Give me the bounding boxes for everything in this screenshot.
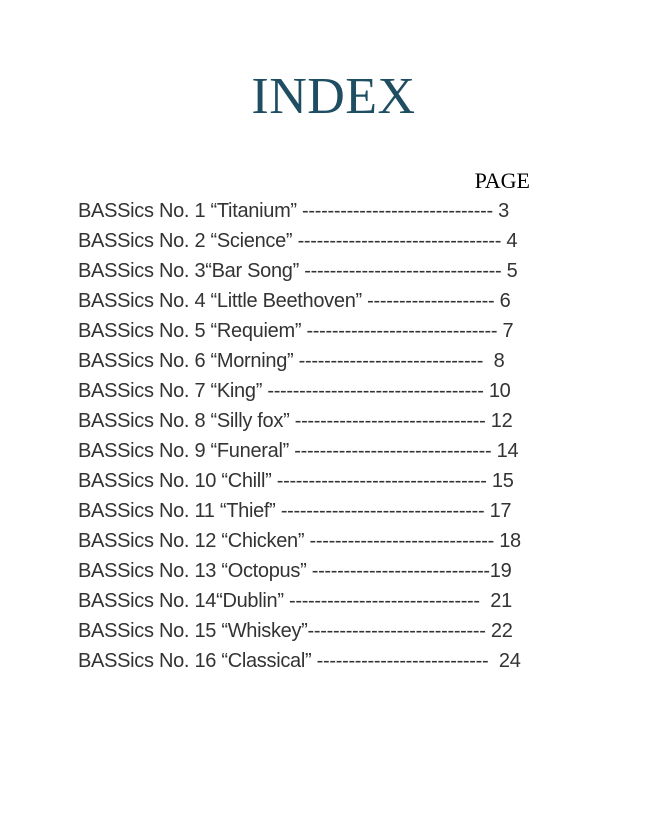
index-entry: BASSics No. 7 “King” -------------------…	[78, 376, 530, 406]
entry-page-number: 15	[486, 470, 514, 492]
page-title: INDEX	[251, 68, 416, 125]
index-entry: BASSics No. 15 “Whiskey”----------------…	[78, 616, 530, 646]
entry-page-number: 22	[485, 620, 513, 642]
index-table: PAGE BASSics No. 1 “Titanium” ----------…	[78, 166, 530, 676]
entry-title: BASSics No. 16 “Classical”	[78, 650, 317, 672]
entry-page-number: 18	[493, 530, 521, 552]
dash-leader: --------------------------------	[297, 230, 502, 252]
dash-leader: -------------------------------	[304, 260, 502, 282]
entry-page-number: 8	[483, 350, 505, 372]
entry-title: BASSics No. 4 “Little Beethoven”	[78, 290, 368, 312]
entry-page-number: 5	[501, 260, 518, 282]
dash-leader: --------------------	[367, 290, 495, 312]
entry-page-number: 4	[501, 230, 518, 252]
entry-title: BASSics No. 14“Dublin”	[78, 590, 289, 612]
entry-title: BASSics No. 10 “Chill”	[78, 470, 277, 492]
entry-page-number: 3	[492, 200, 509, 222]
dash-leader: ------------------------------	[288, 590, 480, 612]
entry-page-number: 6	[494, 290, 511, 312]
dash-leader: -------------------------------	[294, 440, 492, 462]
entry-page-number: 17	[484, 500, 512, 522]
entry-title: BASSics No. 13 “Octopus”	[78, 560, 312, 582]
entry-page-number: 19	[489, 560, 512, 582]
entry-title: BASSics No. 12 “Chicken”	[78, 530, 310, 552]
entry-title: BASSics No. 2 “Science”	[78, 230, 298, 252]
entry-page-number: 12	[485, 410, 513, 432]
dash-leader: --------------------------------	[280, 500, 485, 522]
index-entry: BASSics No. 12 “Chicken” ---------------…	[78, 526, 530, 556]
dash-leader: ---------------------------	[316, 650, 489, 672]
index-entry: BASSics No. 1 “Titanium” ---------------…	[78, 196, 530, 226]
entry-page-number: 21	[479, 590, 512, 612]
entry-title: BASSics No. 8 “Silly fox”	[78, 410, 295, 432]
dash-leader: ----------------------------	[307, 620, 486, 642]
entry-title: BASSics No. 6 “Morning”	[78, 350, 299, 372]
dash-leader: ------------------------------	[302, 200, 493, 222]
entry-title: BASSics No. 15 “Whiskey”	[78, 620, 308, 642]
entry-page-number: 14	[491, 440, 519, 462]
entry-page-number: 7	[497, 320, 514, 342]
dash-leader: ----------------------------------	[267, 380, 484, 402]
index-entry: BASSics No. 9 “Funeral” ----------------…	[78, 436, 530, 466]
dash-leader: ---------------------------------	[276, 470, 487, 492]
index-entry: BASSics No. 14“Dublin” -----------------…	[78, 586, 530, 616]
index-entry: BASSics No. 8 “Silly fox” --------------…	[78, 406, 530, 436]
index-entry: BASSics No. 4 “Little Beethoven” -------…	[78, 286, 530, 316]
entry-title: BASSics No. 1 “Titanium”	[78, 200, 303, 222]
index-entry: BASSics No. 11 “Thief” -----------------…	[78, 496, 530, 526]
entry-title: BASSics No. 5 “Requiem”	[78, 320, 307, 342]
entry-title: BASSics No. 3“Bar Song”	[78, 260, 305, 282]
index-entry: BASSics No. 16 “Classical” -------------…	[78, 646, 530, 676]
entry-title: BASSics No. 11 “Thief”	[78, 500, 281, 522]
dash-leader: ------------------------------	[306, 320, 498, 342]
index-entry: BASSics No. 3“Bar Song” ----------------…	[78, 256, 530, 286]
index-entry: BASSics No. 2 “Science” ----------------…	[78, 226, 530, 256]
dash-leader: -----------------------------	[298, 350, 484, 372]
entry-page-number: 10	[483, 380, 511, 402]
entry-page-number: 24	[488, 650, 521, 672]
index-entry: BASSics No. 6 “Morning” ----------------…	[78, 346, 530, 376]
dash-leader: -----------------------------	[309, 530, 494, 552]
entry-title: BASSics No. 9 “Funeral”	[78, 440, 295, 462]
index-entry: BASSics No. 13 “Octopus” ---------------…	[78, 556, 530, 586]
index-entry: BASSics No. 5 “Requiem” ----------------…	[78, 316, 530, 346]
index-entries: BASSics No. 1 “Titanium” ---------------…	[78, 196, 530, 676]
entry-title: BASSics No. 7 “King”	[78, 380, 268, 402]
page-column-header: PAGE	[474, 168, 530, 193]
index-entry: BASSics No. 10 “Chill” -----------------…	[78, 466, 530, 496]
dash-leader: ------------------------------	[294, 410, 486, 432]
dash-leader: ----------------------------	[311, 560, 490, 582]
